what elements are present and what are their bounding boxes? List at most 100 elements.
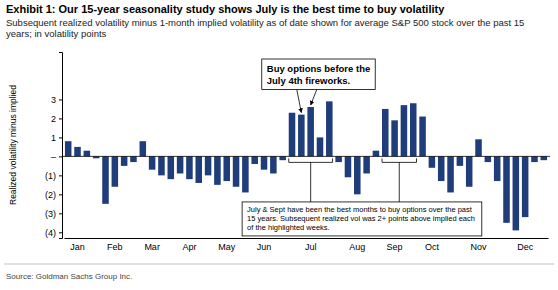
x-tick-label: Oct — [425, 242, 440, 252]
bar — [214, 156, 221, 184]
x-tick-label: Sep — [387, 242, 403, 252]
y-tick-label: (2) — [45, 190, 56, 200]
zero-line — [62, 156, 550, 157]
bar — [410, 103, 417, 156]
chart-svg: Exhibit 1: Our 15-year seasonality study… — [0, 0, 558, 290]
bar — [74, 147, 81, 156]
bracket-connector — [310, 162, 311, 202]
x-tick: Aug — [349, 238, 365, 252]
x-tick: Sep — [387, 238, 403, 252]
bar — [242, 156, 249, 192]
bar — [168, 156, 175, 179]
bar — [65, 141, 72, 156]
bar — [438, 156, 445, 181]
annotation: July & Sept have been the best months to… — [247, 205, 475, 232]
bar — [177, 156, 184, 173]
y-tick: (1) — [45, 171, 62, 181]
bar — [541, 156, 548, 160]
x-tick: Oct — [425, 238, 440, 252]
annotation-arrow — [297, 90, 302, 113]
y-tick: – — [51, 152, 62, 162]
x-tick-label: Apr — [182, 242, 196, 252]
y-tick-mark — [59, 118, 62, 119]
y-tick: 1 — [51, 133, 62, 143]
bar — [205, 156, 212, 175]
x-tick-label: Mar — [144, 242, 160, 252]
bar — [494, 156, 501, 181]
text-line: of the highlighted weeks. — [247, 223, 330, 232]
bar — [149, 156, 156, 169]
y-tick-label: – — [51, 152, 56, 162]
x-tick-label: Jun — [257, 242, 272, 252]
subtitle: Subsequent realized volatility minus 1-m… — [6, 17, 524, 39]
annotation-box — [242, 202, 482, 236]
bar — [419, 117, 426, 157]
x-tick: May — [218, 238, 236, 252]
bar — [317, 137, 324, 156]
bar — [503, 156, 510, 222]
y-tick: 3 — [51, 95, 62, 105]
bar — [522, 156, 529, 217]
bar — [513, 156, 520, 230]
bar — [401, 105, 408, 156]
y-tick-label: 2 — [51, 114, 56, 124]
bar — [531, 156, 538, 162]
bar — [345, 156, 352, 177]
y-tick-mark — [59, 175, 62, 176]
bar — [261, 156, 268, 169]
y-tick-label: (1) — [45, 171, 56, 181]
bar — [195, 156, 202, 183]
x-tick: Feb — [107, 238, 123, 252]
x-tick: Jul — [305, 238, 317, 252]
text-line: July 4th fireworks. — [267, 75, 350, 86]
y-axis-line — [59, 53, 63, 239]
bar — [466, 156, 473, 186]
bar — [251, 156, 258, 164]
text-line: Subsequent realized volatility minus 1-m… — [6, 17, 524, 28]
bar — [112, 156, 119, 186]
bar — [233, 156, 240, 186]
x-tick-label: Jan — [70, 242, 85, 252]
source: Source: Goldman Sachs Group Inc. — [6, 272, 132, 281]
y-tick-label: (4) — [45, 228, 56, 238]
x-tick: Jan — [70, 238, 85, 252]
y-axis: (4) (3) (2) (1) – 1 2 3 — [45, 53, 63, 239]
bar — [158, 156, 165, 175]
y-tick-label: 1 — [51, 133, 56, 143]
x-tick-label: Jul — [305, 242, 317, 252]
x-tick-label: Dec — [517, 242, 534, 252]
y-tick-label: (3) — [45, 209, 56, 219]
bar — [373, 151, 380, 157]
title: Exhibit 1: Our 15-year seasonality study… — [6, 3, 445, 15]
bar — [475, 139, 482, 156]
x-tick: Nov — [471, 238, 488, 252]
bar — [270, 156, 277, 173]
bar — [186, 156, 193, 179]
annotation-arrow — [311, 90, 317, 106]
bracket — [382, 158, 417, 162]
y-tick-mark — [59, 137, 62, 138]
y-tick-label: 3 — [51, 95, 56, 105]
x-axis-line — [65, 238, 549, 239]
bar — [363, 156, 370, 173]
x-tick: Apr — [182, 238, 196, 252]
y-axis-title: Realized volatility minus implied — [8, 85, 18, 205]
bar — [130, 156, 137, 162]
chart-container: Exhibit 1: Our 15-year seasonality study… — [0, 0, 558, 290]
annotation: Buy options before theJuly 4th fireworks… — [267, 63, 370, 86]
bar — [289, 113, 296, 157]
bar — [121, 156, 128, 165]
bracket — [289, 158, 333, 162]
source-rule — [4, 264, 554, 265]
bar — [279, 156, 286, 160]
x-tick-label: May — [218, 242, 236, 252]
bar — [140, 141, 147, 156]
bar — [102, 156, 109, 203]
bar — [391, 120, 398, 156]
bar — [447, 156, 454, 192]
y-tick-mark — [59, 156, 62, 157]
bar — [382, 109, 389, 156]
y-tick: 2 — [51, 114, 62, 124]
y-tick-mark — [59, 194, 62, 195]
x-tick-label: Aug — [349, 242, 365, 252]
